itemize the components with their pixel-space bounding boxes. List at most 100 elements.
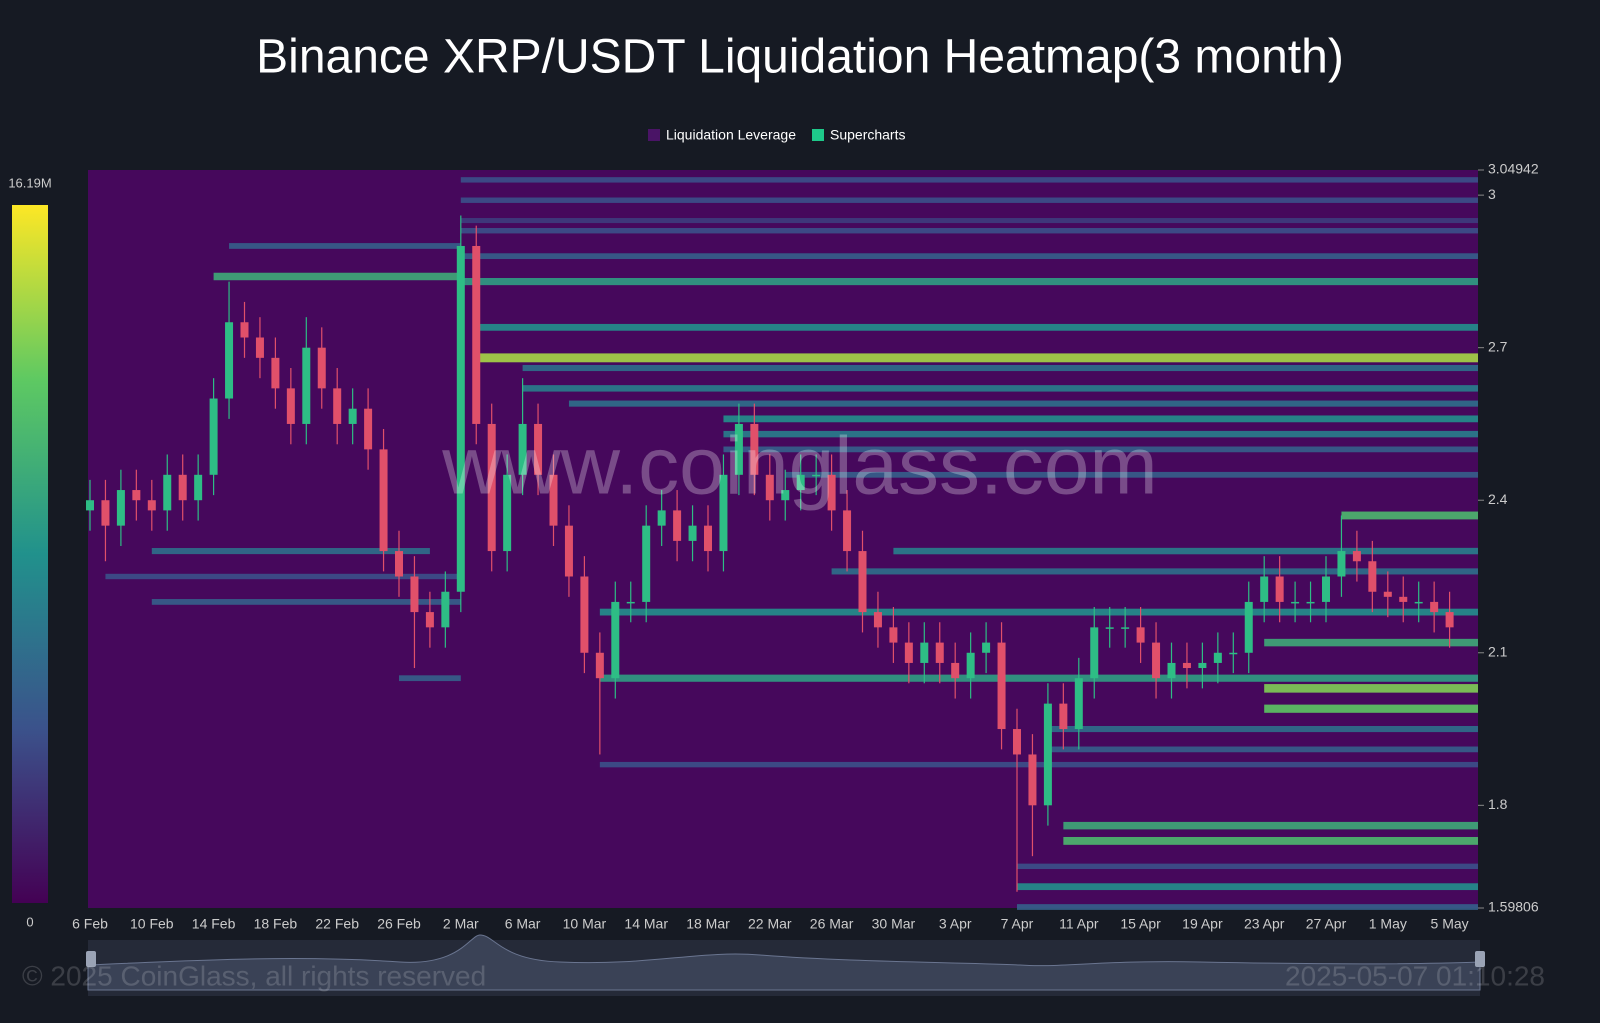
candle-body xyxy=(1213,652,1222,663)
liquidation-level xyxy=(831,568,1478,575)
x-tick-label: 3 Apr xyxy=(939,916,972,932)
navigator-handle[interactable] xyxy=(86,951,96,967)
liquidation-level xyxy=(723,430,1478,438)
liquidation-level xyxy=(460,253,1478,260)
color-bar xyxy=(12,205,48,903)
candle-body xyxy=(225,322,234,399)
footer-copyright: © 2025 CoinGlass, all rights reserved xyxy=(22,960,486,991)
candle-body xyxy=(302,347,311,424)
candle-body xyxy=(611,601,620,679)
candle-body xyxy=(116,490,125,526)
candle-body xyxy=(734,423,743,475)
candle-body xyxy=(673,510,682,541)
candle-body xyxy=(1043,703,1052,806)
candle-body xyxy=(518,423,527,475)
candle-body xyxy=(1368,561,1377,592)
candle-body xyxy=(904,642,913,663)
y-tick-label: 1.59806 xyxy=(1488,899,1539,915)
candle-body xyxy=(719,474,728,552)
candle-body xyxy=(286,388,295,424)
navigator-handle[interactable] xyxy=(1475,951,1485,967)
candle-body xyxy=(812,474,821,477)
color-bar-max: 16.19M xyxy=(8,175,51,190)
candle-body xyxy=(178,474,187,501)
liquidation-level xyxy=(460,197,1478,203)
x-tick-label: 6 Mar xyxy=(505,916,541,932)
liquidation-level xyxy=(1047,746,1478,753)
candle-body xyxy=(503,474,512,552)
candle-body xyxy=(364,408,373,450)
legend-label: Liquidation Leverage xyxy=(666,127,796,143)
x-tick-label: 1 May xyxy=(1369,916,1407,932)
candles xyxy=(86,215,1454,892)
x-tick-label: 11 Apr xyxy=(1059,916,1099,932)
candle-body xyxy=(132,490,141,501)
liquidation-level xyxy=(1017,904,1478,910)
legend: Liquidation Leverage Supercharts xyxy=(648,127,905,143)
x-tick-label: 10 Feb xyxy=(130,916,174,932)
candle-body xyxy=(1105,627,1114,629)
candle-body xyxy=(348,408,357,424)
legend-label: Supercharts xyxy=(830,127,905,143)
candle-body xyxy=(1198,662,1207,669)
candle-body xyxy=(580,576,589,653)
candle-body xyxy=(209,398,218,475)
candle-body xyxy=(240,322,249,338)
liquidation-level xyxy=(229,243,461,249)
candle-body xyxy=(827,474,836,511)
candle-body xyxy=(920,642,929,663)
heatmap-levels xyxy=(105,177,1478,910)
x-tick-label: 26 Mar xyxy=(810,916,854,932)
liquidation-level xyxy=(1017,883,1478,891)
candle-body xyxy=(1244,601,1253,653)
liquidation-level xyxy=(785,471,1478,478)
x-tick-label: 14 Mar xyxy=(624,916,668,932)
legend-swatch xyxy=(648,129,660,141)
candle-body xyxy=(1074,678,1083,730)
liquidation-level xyxy=(893,547,1478,555)
candle-body xyxy=(765,474,774,501)
candle-body xyxy=(564,525,573,577)
candle-body xyxy=(704,525,712,552)
x-tick-label: 10 Mar xyxy=(563,916,607,932)
liquidation-level xyxy=(1264,638,1478,647)
candle-body xyxy=(1383,591,1392,597)
candle-body xyxy=(595,652,604,679)
candle-body xyxy=(1028,754,1037,806)
candle-body xyxy=(534,423,543,475)
x-tick-label: 15 Apr xyxy=(1120,916,1161,932)
candle-body xyxy=(1430,601,1439,613)
candle-body xyxy=(147,500,156,511)
candle-body xyxy=(1291,601,1300,604)
candle-body xyxy=(194,474,203,501)
y-tick-label: 2.7 xyxy=(1488,338,1508,354)
candle-body xyxy=(1352,551,1361,562)
liquidation-level xyxy=(568,400,1478,407)
liquidation-level xyxy=(1047,725,1478,733)
candle-body xyxy=(982,642,991,653)
liquidation-level xyxy=(723,446,1478,453)
y-tick-label: 3 xyxy=(1488,186,1496,202)
candle-body xyxy=(1013,729,1021,755)
candle-body xyxy=(86,500,94,511)
x-tick-label: 26 Feb xyxy=(377,916,421,932)
candle-body xyxy=(163,474,172,511)
liquidation-level xyxy=(476,353,1478,363)
watermark: www.coinglass.com xyxy=(441,421,1157,512)
x-tick-label: 22 Feb xyxy=(315,916,359,932)
candle-body xyxy=(333,388,342,424)
x-tick-label: 22 Mar xyxy=(748,916,792,932)
x-tick-label: 19 Apr xyxy=(1182,916,1223,932)
liquidation-level xyxy=(1341,511,1478,520)
liquidation-level xyxy=(599,674,1478,682)
candle-body xyxy=(1167,662,1176,679)
candle-body xyxy=(935,642,944,663)
candle-body xyxy=(1414,601,1423,604)
x-tick-label: 23 Apr xyxy=(1244,916,1285,932)
x-tick-label: 5 May xyxy=(1431,916,1469,932)
candle-body xyxy=(1275,576,1284,602)
y-tick-label: 2.4 xyxy=(1488,491,1508,507)
y-tick-label: 3.04942 xyxy=(1488,161,1539,177)
